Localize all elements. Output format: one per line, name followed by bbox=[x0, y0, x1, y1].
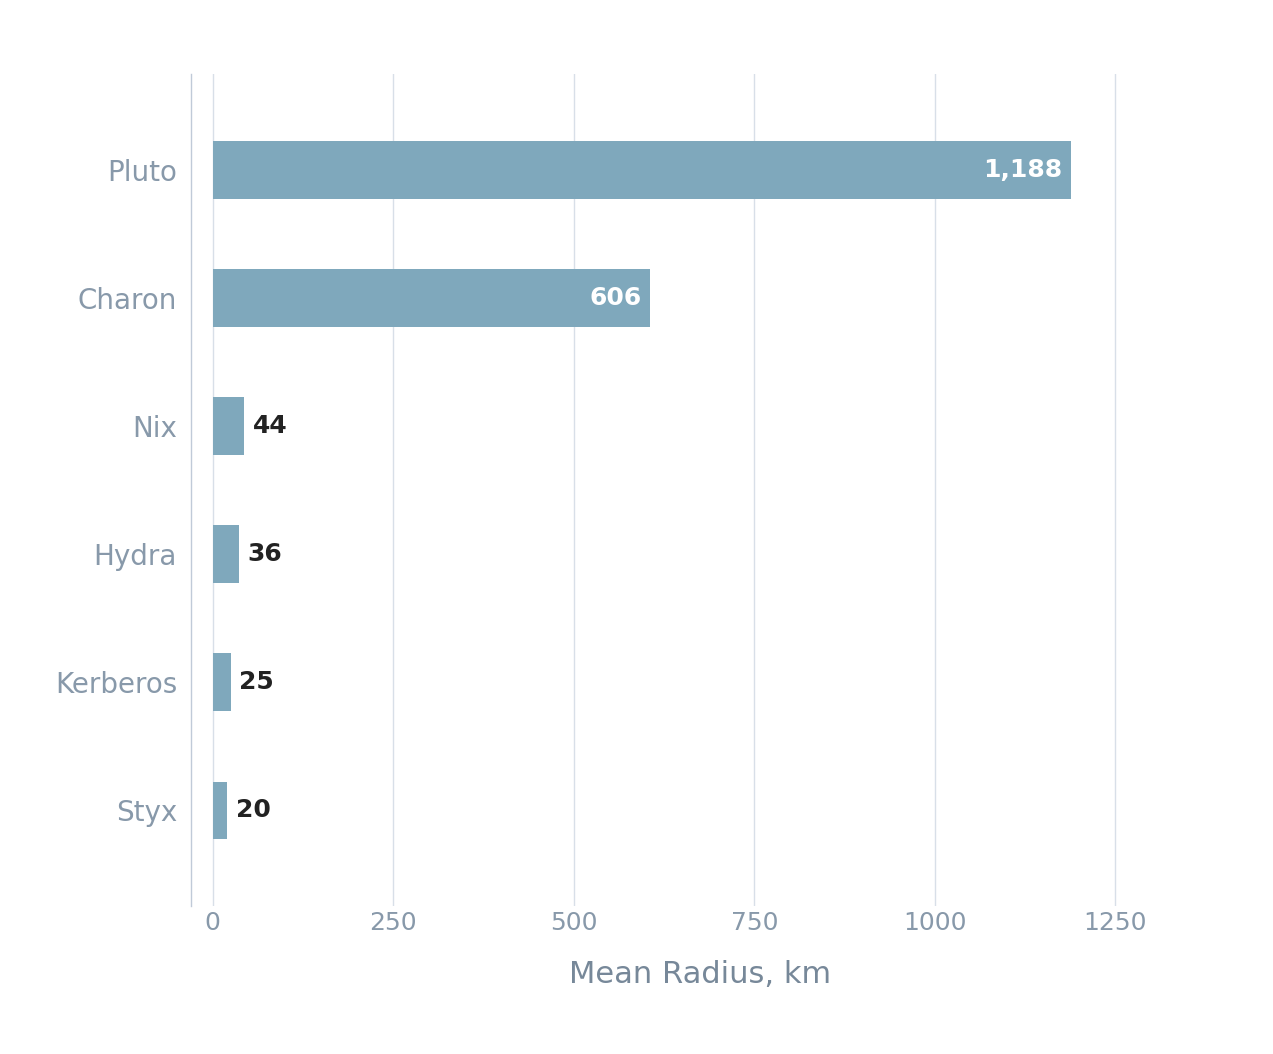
Text: 36: 36 bbox=[247, 542, 283, 566]
Bar bbox=[213, 782, 227, 839]
Text: 1,188: 1,188 bbox=[983, 158, 1062, 182]
Text: 25: 25 bbox=[239, 670, 274, 695]
Text: 20: 20 bbox=[236, 798, 271, 822]
Bar bbox=[213, 397, 244, 455]
Text: 44: 44 bbox=[253, 414, 288, 438]
Bar bbox=[213, 525, 238, 583]
X-axis label: Mean Radius, km: Mean Radius, km bbox=[569, 960, 831, 990]
Text: 606: 606 bbox=[589, 286, 642, 310]
Bar bbox=[213, 141, 1071, 198]
Bar bbox=[213, 269, 651, 327]
Bar bbox=[213, 653, 230, 711]
